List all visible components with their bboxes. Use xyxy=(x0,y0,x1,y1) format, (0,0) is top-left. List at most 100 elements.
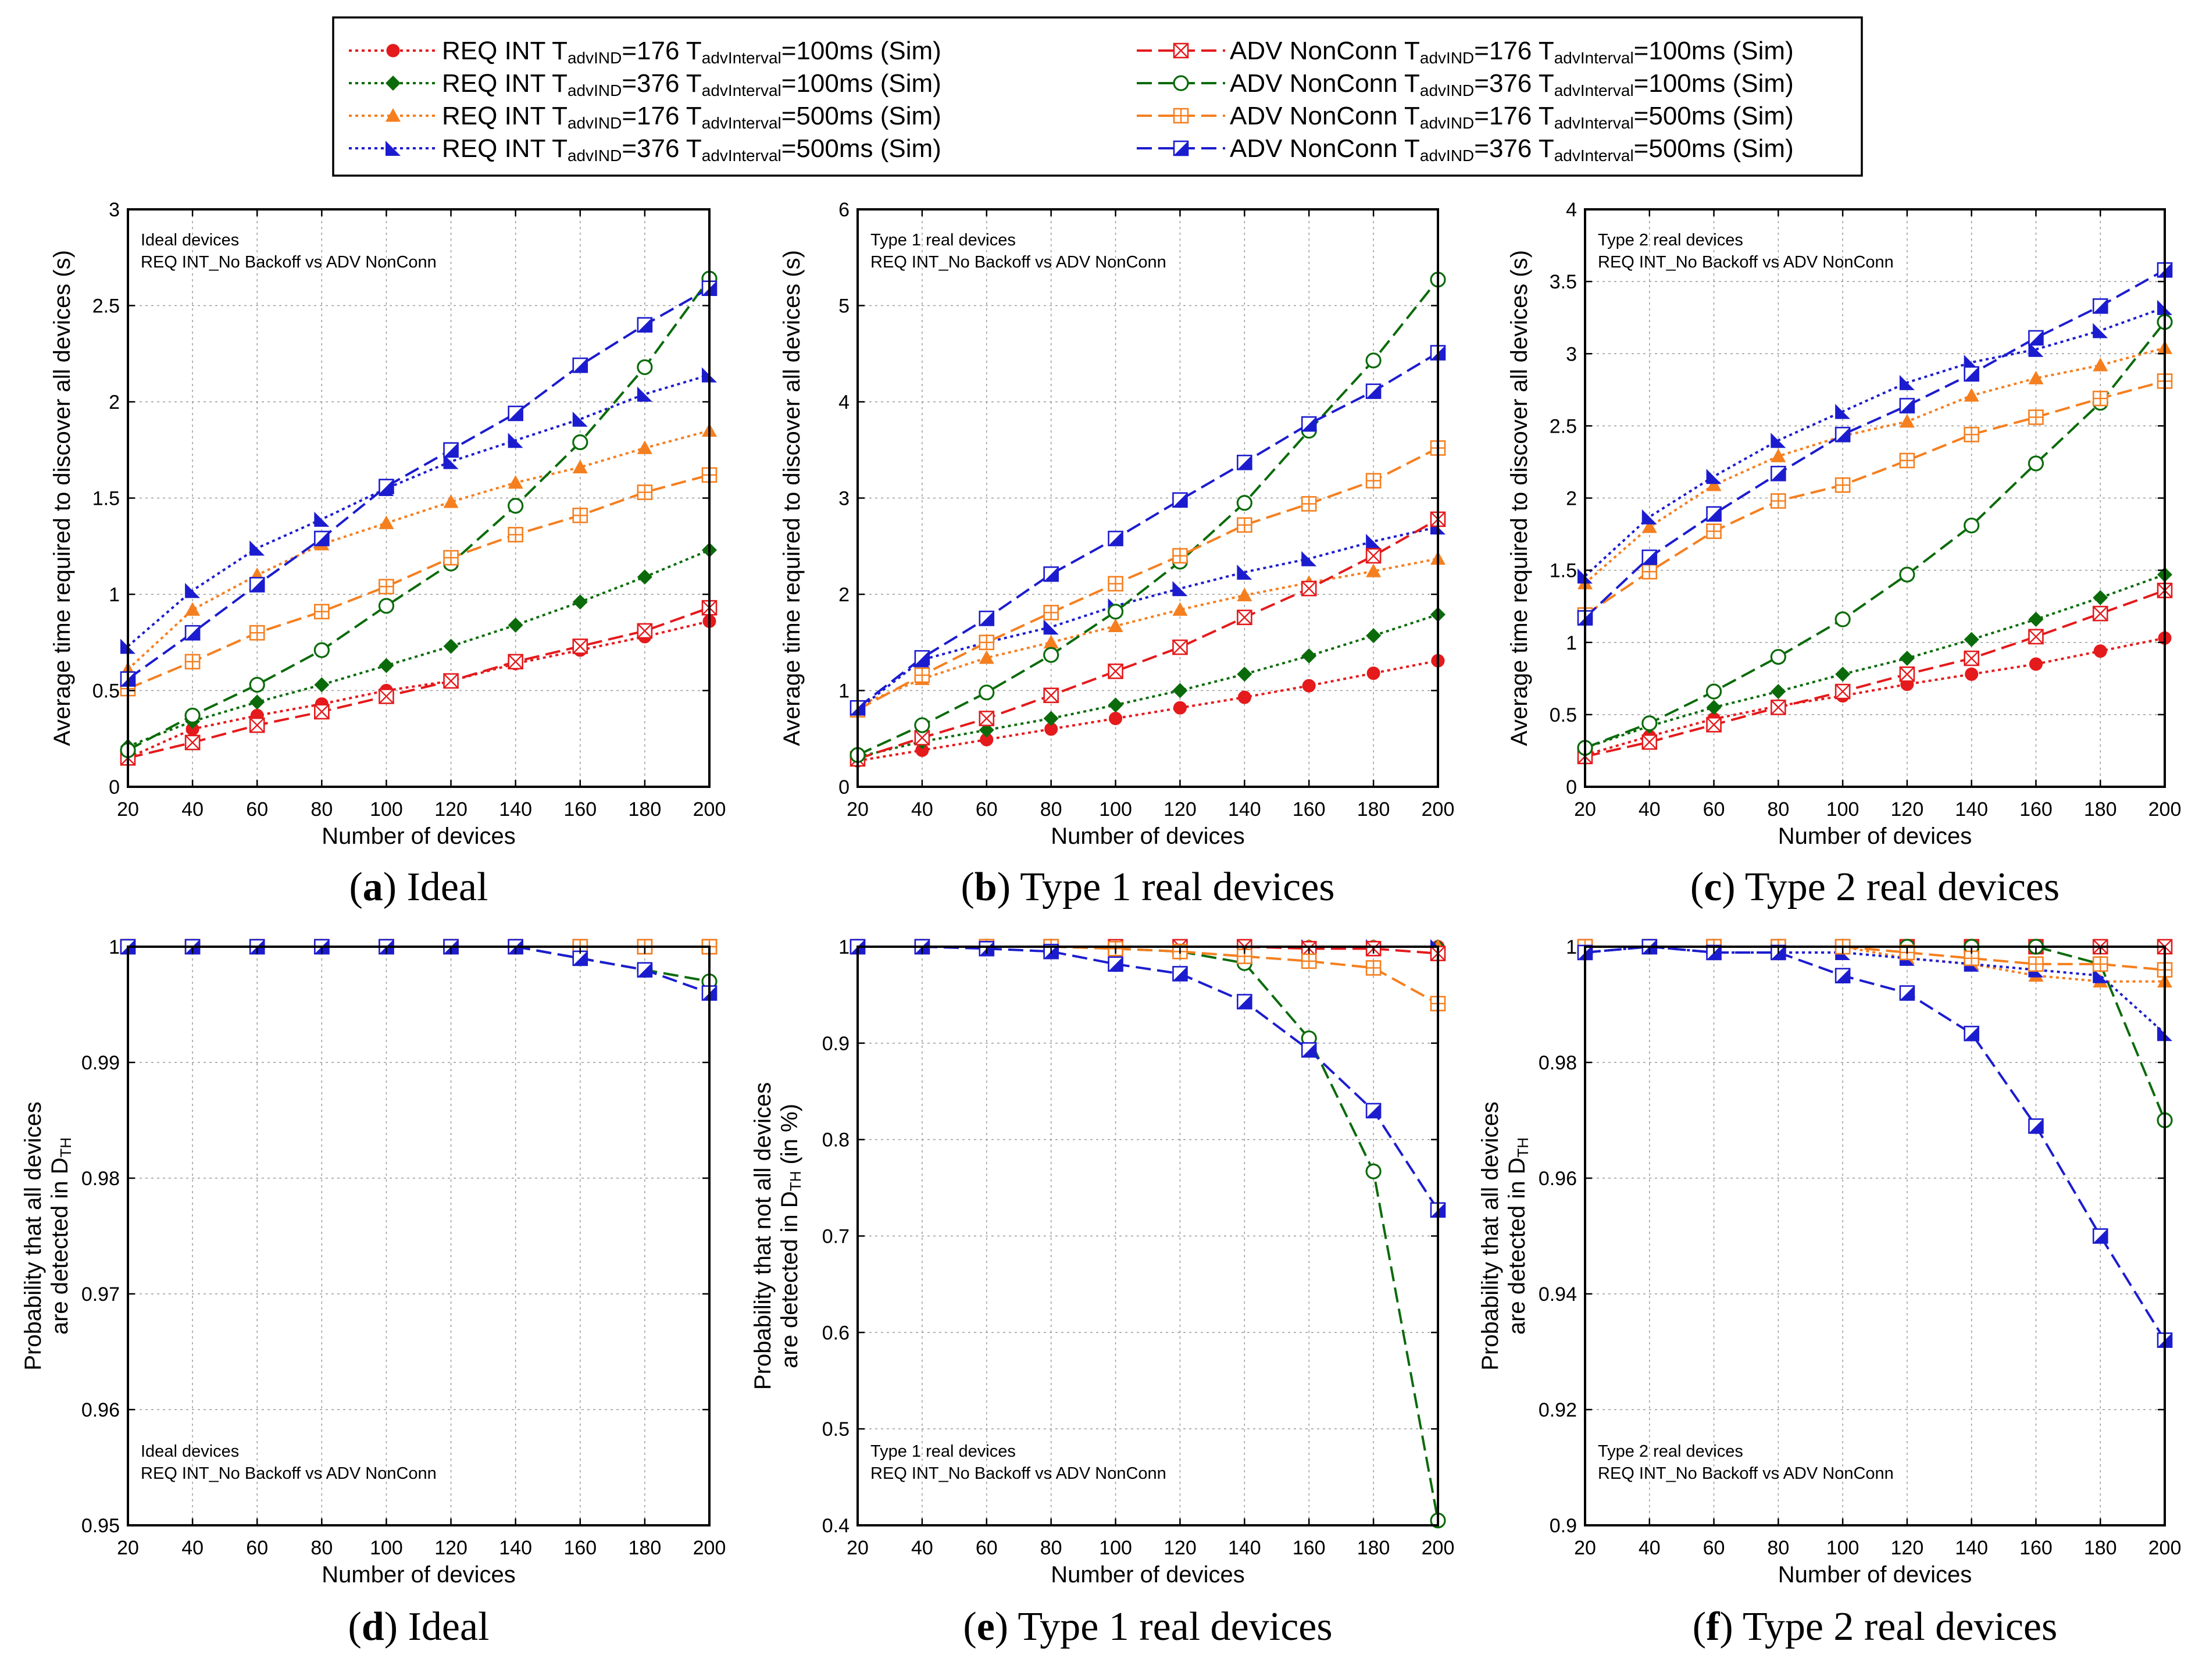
data-point-s8 xyxy=(1899,398,1915,413)
data-point-s5 xyxy=(1834,683,1851,700)
marker-half xyxy=(1964,1026,1979,1041)
data-point-s8 xyxy=(1834,968,1851,984)
series-s6 xyxy=(850,939,1446,1529)
y-tick-label: 5 xyxy=(838,295,850,318)
data-point-s7 xyxy=(1108,576,1123,592)
series-s6 xyxy=(1577,314,2173,756)
data-point-s8 xyxy=(314,530,330,547)
panel-annotation-subtitle: REQ INT_No Backoff vs ADV NonConn xyxy=(141,1464,437,1483)
y-tick-label: 4 xyxy=(1566,199,1577,221)
series-line-s5 xyxy=(1584,589,2165,758)
x-tick-label: 20 xyxy=(117,798,139,821)
y-tick-label: 2 xyxy=(838,584,850,606)
series-line-s7 xyxy=(858,946,1439,1005)
series-line-s4 xyxy=(127,373,710,647)
x-tick-label: 120 xyxy=(434,1537,467,1559)
data-point-s2 xyxy=(979,722,994,738)
marker-x2 xyxy=(1964,651,1979,666)
x-tick-label: 160 xyxy=(2019,798,2053,821)
series-line-s6 xyxy=(857,279,1439,757)
panel-annotation-subtitle: REQ INT_No Backoff vs ADV NonConn xyxy=(141,253,437,272)
series-s5 xyxy=(1577,583,2173,765)
marker-half xyxy=(1366,384,1381,398)
marker-half xyxy=(1173,493,1187,507)
data-point-s8 xyxy=(1301,416,1317,432)
data-point-s5 xyxy=(2028,629,2044,645)
data-point-s7 xyxy=(314,604,330,620)
data-point-s5 xyxy=(1365,548,1382,564)
x-tick-label: 80 xyxy=(1767,798,1789,821)
data-point-s1 xyxy=(1173,701,1187,715)
x-tick-label: 40 xyxy=(1639,798,1661,821)
marker-x2 xyxy=(1706,717,1722,733)
y-tick-label: 0.4 xyxy=(822,1515,850,1537)
data-point-s5 xyxy=(184,734,201,751)
x-tick-label: 80 xyxy=(310,798,333,821)
data-point-s3 xyxy=(1172,602,1188,616)
data-point-s4 xyxy=(2093,968,2108,983)
data-point-s2 xyxy=(379,658,394,673)
x-tick-label: 20 xyxy=(1574,1537,1596,1559)
series-s8 xyxy=(120,280,718,687)
legend-item-s1: REQ INT TadvIND=176 TadvInterval=100ms (… xyxy=(349,37,941,67)
series-line-s8 xyxy=(1584,945,2166,1341)
x-tick-label: 200 xyxy=(693,798,726,821)
y-tick-label: 0.9 xyxy=(1550,1515,1577,1537)
marker-half xyxy=(1771,466,1786,481)
data-point-s5 xyxy=(508,654,523,670)
data-point-s4 xyxy=(185,583,201,598)
data-point-s1 xyxy=(2029,657,2043,671)
x-tick-label: 160 xyxy=(1293,1537,1326,1559)
x-tick-label: 40 xyxy=(181,1537,204,1559)
y-tick-label: 0.98 xyxy=(81,1168,120,1190)
y-tick-label: 3 xyxy=(1566,343,1577,365)
data-point-s4 xyxy=(637,386,652,402)
panel-annotation-title: Ideal devices xyxy=(141,1442,239,1461)
data-point-s8 xyxy=(508,405,523,422)
x-tick-label: 140 xyxy=(499,1537,532,1559)
data-point-s8 xyxy=(1899,985,1915,1001)
data-point-s4 xyxy=(508,433,523,448)
marker-half xyxy=(379,479,394,494)
legend: REQ INT TadvIND=176 TadvInterval=100ms (… xyxy=(332,16,1863,177)
grid xyxy=(858,947,1438,1525)
series-s8 xyxy=(120,939,718,1001)
series-s7 xyxy=(850,939,1446,1012)
marker-x2 xyxy=(379,689,394,704)
x-tick-label: 80 xyxy=(1040,798,1062,821)
series-line-s7 xyxy=(1584,380,2165,616)
data-point-s7 xyxy=(572,507,588,523)
data-point-s3 xyxy=(2093,358,2108,372)
marker-x2 xyxy=(1835,684,1850,700)
data-point-s6 xyxy=(1964,518,1980,534)
marker-half xyxy=(2029,1119,2043,1133)
x-tick-label: 60 xyxy=(976,798,998,821)
data-point-s2 xyxy=(1301,648,1317,664)
data-point-s7 xyxy=(2092,390,2108,406)
x-tick-label: 80 xyxy=(310,1537,333,1559)
data-point-s6 xyxy=(1043,647,1059,663)
data-point-s7 xyxy=(1964,426,1979,443)
panel-caption: (a) Ideal xyxy=(349,865,488,909)
marker-x2 xyxy=(979,711,994,726)
series-s8 xyxy=(850,345,1446,716)
panel-annotation-title: Type 1 real devices xyxy=(870,231,1016,249)
legend-marker xyxy=(386,141,401,156)
data-point-s8 xyxy=(1237,454,1252,470)
data-point-s6 xyxy=(2028,455,2044,472)
data-point-s7 xyxy=(1365,960,1382,976)
data-point-s7 xyxy=(1834,477,1851,493)
series-line-s3 xyxy=(1585,946,2165,983)
series-s4 xyxy=(1577,299,2172,584)
plot-frame xyxy=(1584,208,2166,788)
series-line-s2 xyxy=(1584,573,2165,749)
marker-x2 xyxy=(572,639,588,654)
x-axis-label: Number of devices xyxy=(1051,1562,1244,1588)
data-point-s3 xyxy=(979,650,994,664)
y-axis-label-line2: are detected in DTH xyxy=(47,1137,74,1335)
data-point-s3 xyxy=(637,440,652,454)
marker-x2 xyxy=(1366,548,1381,563)
x-tick-label: 160 xyxy=(2019,1537,2053,1559)
marker-half xyxy=(1237,455,1252,470)
data-point-s3 xyxy=(2028,370,2044,384)
